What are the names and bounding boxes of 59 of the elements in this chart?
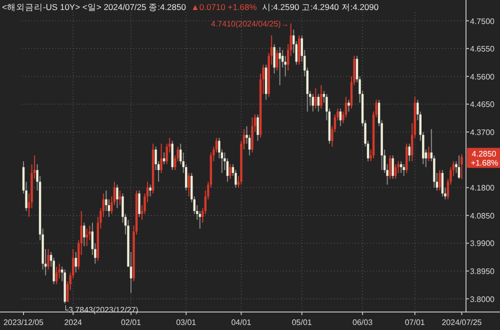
- candlestick: [229, 164, 232, 180]
- y-tick-label: 3.8950: [470, 267, 496, 276]
- candlestick: [406, 143, 408, 174]
- chart-title: <해외금리-US 10Y> <일> 2024/07/25 종:4.2850: [2, 2, 186, 12]
- candlestick: [392, 154, 394, 180]
- y-tick-label: 4.6550: [470, 44, 496, 54]
- candlestick: [86, 228, 88, 247]
- candlestick: [348, 99, 350, 112]
- y-tick-label: 4.5600: [470, 72, 496, 82]
- x-tick-label: 2024: [64, 318, 83, 327]
- x-tick-label: 07/01: [404, 318, 426, 327]
- x-tick-label: 04/01: [231, 318, 252, 327]
- candlestick: [441, 170, 444, 197]
- y-tick-label: 4.1800: [470, 184, 496, 193]
- y-tick-label: 3.8000: [470, 294, 496, 304]
- candlestick: [160, 143, 162, 174]
- annotation: ▲0.0710 +1.68%: [190, 2, 258, 12]
- candlestick: [314, 88, 317, 110]
- candlestick: [83, 222, 86, 247]
- candlestick: [460, 154, 463, 180]
- annotation: 4.7410(2024/04/25)→: [211, 19, 289, 28]
- candlestick: [400, 160, 402, 174]
- candlestick: [149, 184, 152, 197]
- candlestick: [273, 44, 276, 74]
- candlestick: [408, 143, 410, 162]
- x-tick-label: 02/01: [120, 318, 142, 327]
- candlestick: [320, 84, 322, 110]
- candlestick: [388, 154, 392, 180]
- y-tick-label: 4.7500: [470, 16, 496, 26]
- candlestick: [47, 248, 50, 270]
- y-tick-label: 4.4650: [470, 100, 496, 110]
- x-tick-label: 2024/07/25: [442, 318, 482, 327]
- x-tick-label: 03/01: [176, 318, 197, 327]
- candlestick: [138, 190, 140, 218]
- x-tick-label: 06/03: [352, 318, 374, 327]
- y-tick-label: 3.9900: [470, 239, 496, 248]
- candlestick: [402, 164, 405, 176]
- candlestick: [116, 184, 118, 209]
- candlestick: [118, 190, 122, 206]
- annotation: 시:4.2590 고:4.2940 저:4.2090: [262, 2, 379, 12]
- x-tick-label: 05/01: [292, 318, 312, 327]
- y-tick-label: 4.3700: [470, 128, 496, 137]
- text: +1.68%: [470, 158, 498, 168]
- candlestick: [394, 164, 397, 180]
- y-tick-label: 4.0850: [470, 211, 496, 220]
- candlestick: [458, 154, 460, 180]
- candlestick: [428, 146, 430, 162]
- candlestick: [278, 46, 281, 86]
- candlestick: [171, 140, 174, 171]
- candlestick: [256, 114, 259, 142]
- candlestick: [162, 152, 166, 165]
- candlestick: [55, 266, 58, 285]
- candlestick: [298, 34, 300, 66]
- candlestick: [339, 108, 342, 127]
- candlestick: [251, 116, 254, 153]
- annotation: 4.2850: [472, 149, 497, 158]
- candlestick: [438, 170, 441, 192]
- candlestick: [276, 50, 278, 72]
- x-tick-label: 2023/12/05: [3, 318, 44, 327]
